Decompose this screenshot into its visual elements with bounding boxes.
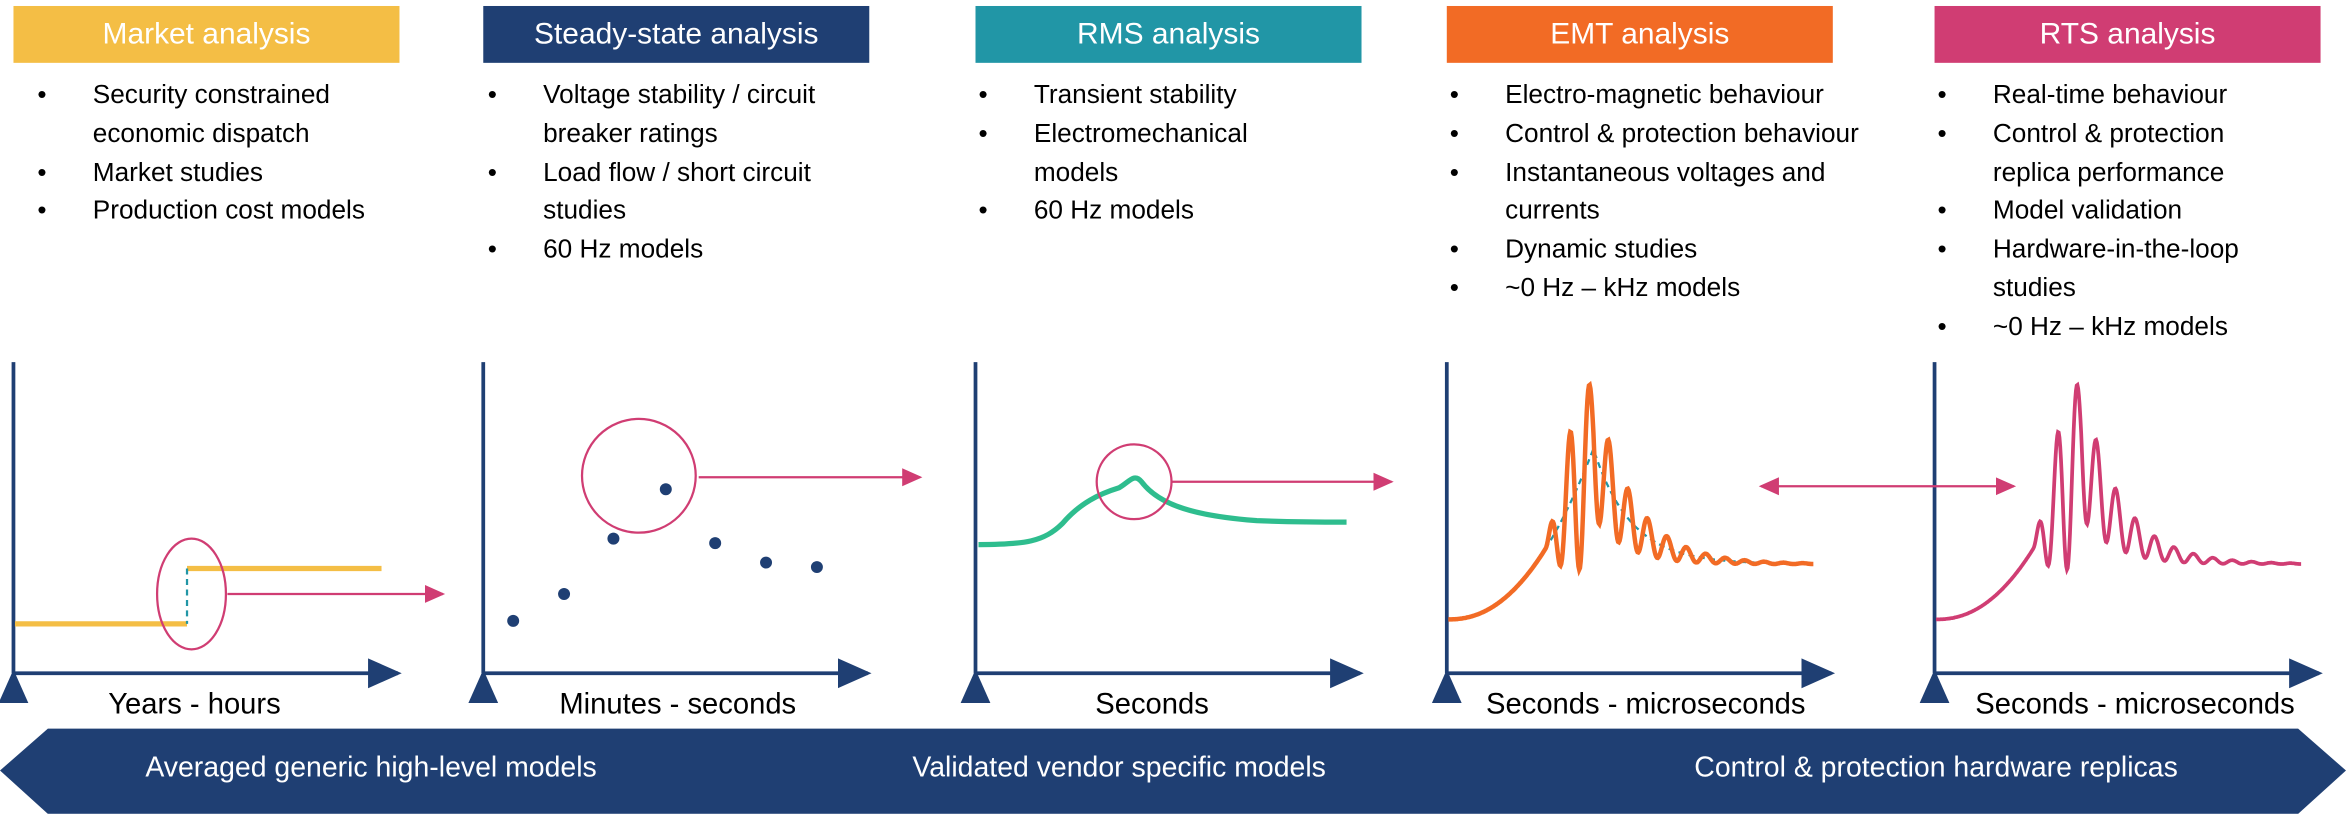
- steady-graph: [507, 417, 923, 627]
- bullet: Load flow / short circuit studies: [488, 153, 872, 230]
- panel-header: EMT analysis: [1446, 5, 1833, 63]
- bullet: Electro-magnetic behaviour: [1450, 76, 1872, 115]
- bullet: Model validation: [1938, 192, 2292, 231]
- rms-graph: [978, 443, 1394, 548]
- bullet: Security constrained economic dispatch: [37, 76, 415, 153]
- bullet-list: Transient stabilityElectromechanical mod…: [978, 76, 1311, 231]
- bullet: Dynamic studies: [1450, 231, 1872, 270]
- bullet: 60 Hz models: [488, 231, 872, 270]
- bullet-list: Voltage stability / circuit breaker rati…: [488, 76, 872, 270]
- bullet: Instantaneous voltages and currents: [1450, 153, 1872, 230]
- arrow-label: Validated vendor specific models: [912, 752, 1326, 784]
- arrow-label: Control & protection hardware replicas: [1694, 752, 2178, 784]
- bullet: Electromechanical models: [978, 115, 1311, 192]
- bullet: Control & protection replica performance: [1938, 115, 2292, 192]
- axis-label: Minutes - seconds: [559, 688, 797, 722]
- panel-header: RMS analysis: [975, 5, 1362, 63]
- axis-label: Years - hours: [108, 688, 281, 722]
- arrow-label: Averaged generic high-level models: [145, 752, 597, 784]
- axes: [13, 362, 2319, 673]
- rts-curve: [1936, 381, 2302, 622]
- axis-label: Seconds: [1095, 688, 1209, 722]
- emt-curve: [1448, 380, 1814, 622]
- market-graph: [14, 537, 446, 651]
- bullet: 60 Hz models: [978, 192, 1311, 231]
- bullet: Voltage stability / circuit breaker rati…: [488, 76, 872, 153]
- bullet-list: Real-time behaviourControl & protection …: [1938, 76, 2292, 347]
- bullet: ~0 Hz – kHz models: [1938, 308, 2292, 347]
- bullet-list: Security constrained economic dispatchMa…: [37, 76, 415, 231]
- emt-envelope: [1448, 445, 1814, 621]
- axis-label: Seconds - microseconds: [1975, 688, 2295, 722]
- bullet-list: Electro-magnetic behaviourControl & prot…: [1450, 76, 1872, 308]
- bullet: Transient stability: [978, 76, 1311, 115]
- bullet: Control & protection behaviour: [1450, 115, 1872, 154]
- bullet: Real-time behaviour: [1938, 76, 2292, 115]
- axis-label: Seconds - microseconds: [1486, 688, 1806, 722]
- panel-header: Market analysis: [13, 5, 400, 63]
- bullet: Hardware-in-the-loop studies: [1938, 231, 2292, 308]
- bullet: ~0 Hz – kHz models: [1450, 269, 1872, 308]
- bullet: Production cost models: [37, 192, 415, 231]
- bottom-arrow: [0, 728, 2346, 814]
- panel-header: RTS analysis: [1934, 5, 2321, 63]
- panel-header: Steady-state analysis: [483, 5, 870, 63]
- bullet: Market studies: [37, 153, 415, 192]
